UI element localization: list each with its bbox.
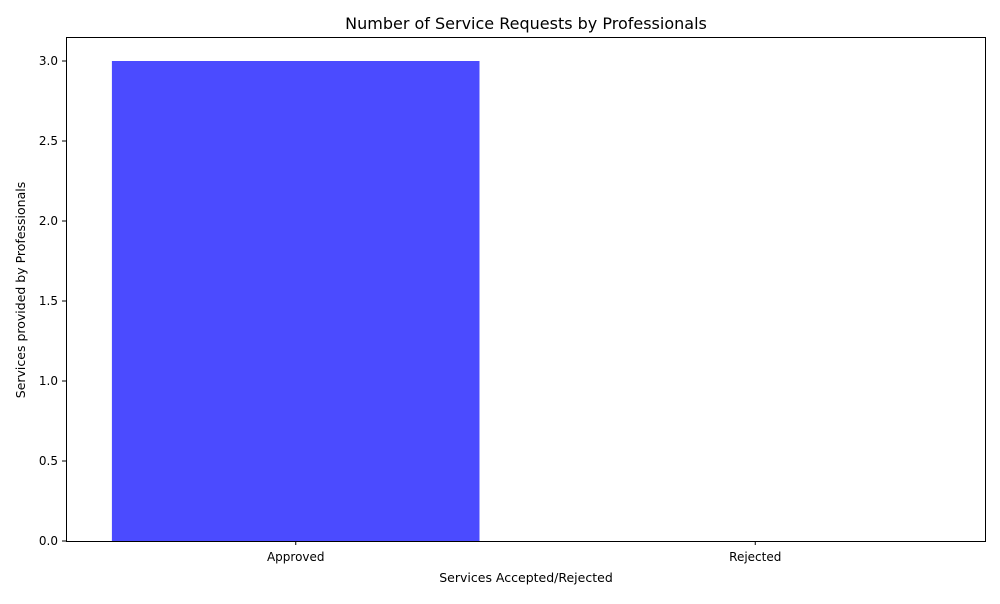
x-tick-label: Approved (267, 550, 325, 564)
plot-frame (66, 37, 986, 542)
x-axis: Approved Rejected (267, 541, 781, 564)
y-tick-label: 0.5 (39, 454, 58, 468)
y-axis: 0.0 0.5 1.0 1.5 2.0 2.5 3.0 (39, 54, 66, 548)
y-tick-label: 1.5 (39, 294, 58, 308)
x-axis-label: Services Accepted/Rejected (439, 570, 613, 585)
y-axis-label: Services provided by Professionals (13, 182, 28, 398)
y-tick-label: 2.0 (39, 214, 58, 228)
y-tick-label: 1.0 (39, 374, 58, 388)
bar-approved (111, 61, 480, 541)
chart-title: Number of Service Requests by Profession… (345, 14, 707, 33)
plot-area (111, 61, 480, 541)
x-tick-label: Rejected (729, 550, 781, 564)
y-tick-label: 0.0 (39, 534, 58, 548)
y-tick-label: 3.0 (39, 54, 58, 68)
y-tick-label: 2.5 (39, 134, 58, 148)
